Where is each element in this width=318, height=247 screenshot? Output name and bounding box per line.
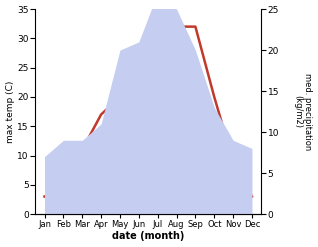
Y-axis label: med. precipitation
(kg/m2): med. precipitation (kg/m2) <box>293 73 313 150</box>
X-axis label: date (month): date (month) <box>112 231 184 242</box>
Y-axis label: max temp (C): max temp (C) <box>5 80 15 143</box>
